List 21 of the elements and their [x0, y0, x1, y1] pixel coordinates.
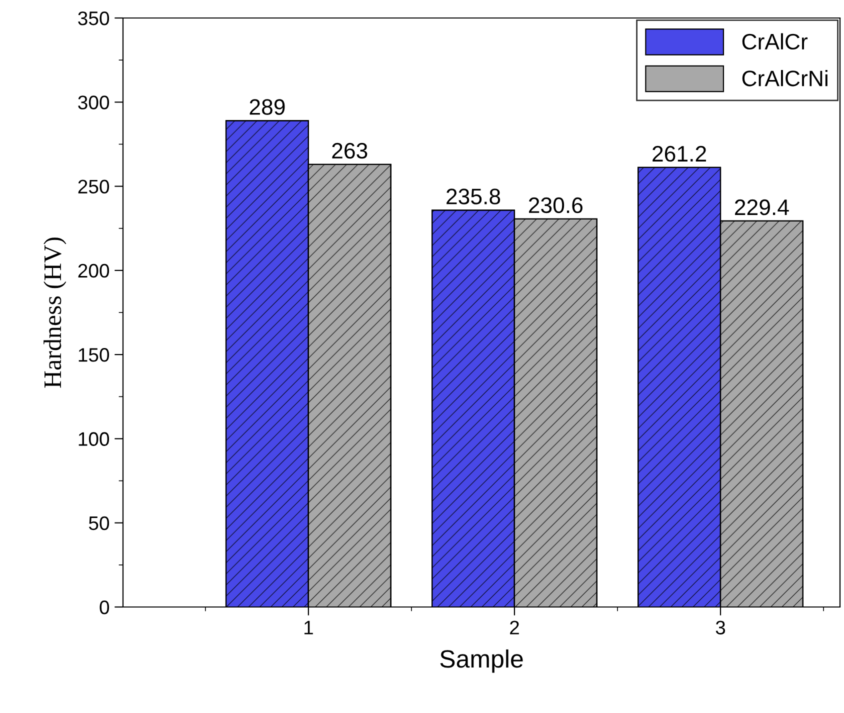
data-label: 263 — [332, 142, 368, 159]
y-tick-label: 200 — [78, 264, 110, 278]
legend-label: CrAlCr — [742, 33, 808, 50]
y-tick-label: 0 — [100, 600, 110, 614]
data-label: 261.2 — [652, 146, 706, 162]
legend-label: CrAlCrNi — [742, 70, 828, 86]
x-tick-label: 2 — [510, 620, 519, 634]
data-label: 235.8 — [446, 188, 500, 204]
y-tick-label: 100 — [78, 432, 110, 446]
y-tick-label: 50 — [88, 516, 110, 530]
x-tick-label: 1 — [304, 620, 313, 634]
y-tick-label: 250 — [78, 180, 110, 194]
y-tick-label: 300 — [78, 96, 110, 110]
y-tick-label: 350 — [78, 11, 110, 26]
x-tick-label: 3 — [716, 620, 726, 634]
data-label: 230.6 — [528, 197, 583, 214]
data-label: 229.4 — [735, 199, 789, 216]
y-tick-label: 150 — [78, 348, 110, 362]
x-axis-title: Sample — [440, 649, 523, 673]
y-axis-title: Hardness (HV) — [44, 238, 66, 388]
data-label: 289 — [250, 99, 285, 115]
